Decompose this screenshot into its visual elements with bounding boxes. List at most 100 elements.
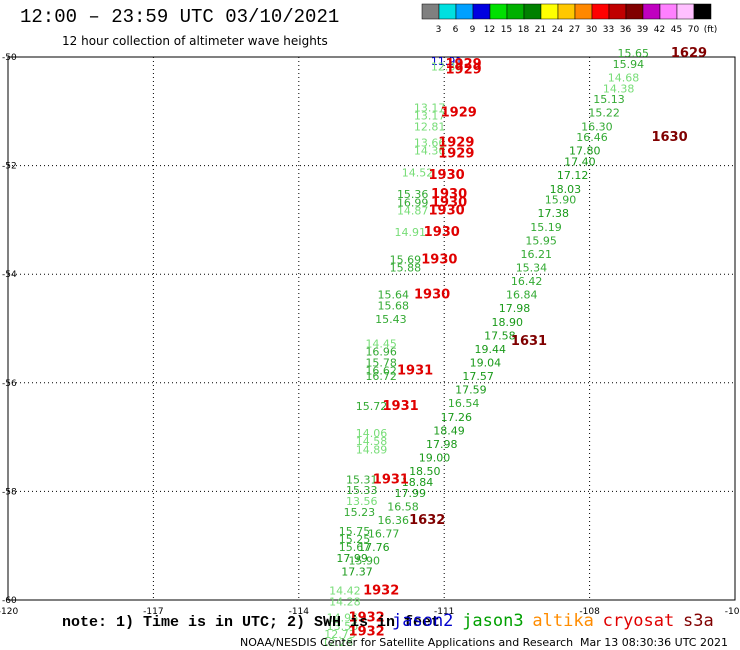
wave-height-point: 17.12 bbox=[557, 169, 589, 182]
colorbar-swatch bbox=[455, 3, 474, 20]
colorbar-label: 36 bbox=[620, 25, 632, 35]
wave-height-point: 15.19 bbox=[530, 221, 562, 234]
wave-height-point: 12.28 bbox=[322, 636, 354, 649]
wave-height-point: 15.34 bbox=[516, 261, 548, 274]
wave-height-point: 13.66 bbox=[414, 137, 446, 150]
colorbar-swatch bbox=[557, 3, 576, 20]
wave-height-point: 15.72 bbox=[356, 400, 388, 413]
wave-height-point: 14.36 bbox=[414, 145, 446, 158]
wave-height-point: 19.44 bbox=[474, 343, 506, 356]
satellite-jason2: jason2 bbox=[392, 611, 453, 631]
y-tick-label: -56 bbox=[2, 379, 17, 389]
pass-time-label: 1932 bbox=[349, 624, 385, 639]
wave-height-point: 18.84 bbox=[402, 476, 434, 489]
satellite-s3a: s3a bbox=[683, 611, 714, 631]
pass-time-label: 1929 bbox=[445, 57, 481, 72]
x-tick-label: -111 bbox=[434, 607, 454, 617]
colorbar-label: 18 bbox=[518, 25, 530, 35]
wave-height-point: 14.38 bbox=[603, 82, 635, 95]
page-subtitle: 12 hour collection of altimeter wave hei… bbox=[62, 34, 328, 48]
wave-height-point: 14.58 bbox=[356, 435, 388, 448]
colorbar-swatch bbox=[642, 3, 661, 20]
colorbar-label: 70 bbox=[688, 25, 700, 35]
y-tick-label: -52 bbox=[2, 162, 17, 172]
wave-height-point: 15.78 bbox=[365, 357, 397, 370]
wave-height-point: 14.68 bbox=[608, 71, 640, 84]
wave-height-point: 15.13 bbox=[593, 93, 625, 106]
satellite-cryosat: cryosat bbox=[603, 611, 675, 631]
wave-height-point: 14.89 bbox=[356, 443, 388, 456]
colorbar-label: 33 bbox=[603, 25, 614, 35]
wave-height-point: 14.28 bbox=[329, 595, 361, 608]
wave-height-point: 15.31 bbox=[346, 473, 378, 486]
pass-time-label: 1930 bbox=[424, 225, 460, 240]
plot-grid bbox=[7, 56, 736, 601]
x-tick-label: -120 bbox=[0, 607, 18, 617]
wave-height-point: 16.96 bbox=[365, 346, 397, 359]
colorbar-label: 9 bbox=[470, 25, 476, 35]
x-tick-label: -114 bbox=[289, 607, 310, 617]
wave-height-point: 17.99 bbox=[395, 487, 427, 500]
pass-time-label: 1930 bbox=[429, 168, 465, 183]
colorbar-swatch bbox=[676, 3, 695, 20]
colorbar-swatch bbox=[625, 3, 644, 20]
wave-height-point: 13.17 bbox=[414, 109, 446, 122]
wave-height-point: 15.69 bbox=[390, 253, 422, 266]
wave-height-point: 15.95 bbox=[525, 234, 557, 247]
wave-height-point: 12.38 bbox=[431, 61, 463, 74]
pass-time-label: 1929 bbox=[445, 62, 481, 77]
footer-timestamp: Mar 13 08:30:36 UTC 2021 bbox=[580, 636, 728, 649]
wave-height-point: 15.67 bbox=[339, 541, 371, 554]
wave-height-point: 17.26 bbox=[441, 411, 473, 424]
wave-height-point: 16.54 bbox=[448, 397, 480, 410]
wave-height-point: 16.77 bbox=[368, 528, 400, 541]
pass-time-label: 1930 bbox=[421, 252, 457, 267]
wave-height-point: 11.91 bbox=[431, 55, 463, 68]
wave-height-point: 15.23 bbox=[344, 506, 376, 519]
satellite-legend: jason2 jason3 altika cryosat s3a bbox=[392, 611, 714, 631]
colorbar-swatch bbox=[574, 3, 593, 20]
wave-height-point: 14.87 bbox=[397, 204, 429, 217]
colorbar-label: 3 bbox=[436, 25, 442, 35]
colorbar-label: 15 bbox=[501, 25, 512, 35]
colorbar-swatch bbox=[438, 3, 457, 20]
colorbar-swatch bbox=[659, 3, 678, 20]
satellite-altika: altika bbox=[532, 611, 593, 631]
wave-height-point: 17.38 bbox=[538, 207, 570, 220]
colorbar-label: 39 bbox=[637, 25, 649, 35]
axis-ticks: -120 -117 -114 -111 -108 -105 -50 -52 -54 -56 -58 -… bbox=[0, 53, 740, 617]
wave-height-point: 14.42 bbox=[329, 585, 361, 598]
plot-frame bbox=[7, 56, 736, 601]
pass-time-label: 1929 bbox=[438, 146, 474, 161]
wave-height-point: 15.65 bbox=[617, 47, 649, 60]
colorbar-swatch bbox=[693, 3, 712, 20]
wave-height-point: 14.52 bbox=[402, 166, 434, 179]
wave-height-point: 17.99 bbox=[336, 552, 368, 565]
wave-height-point: 15.88 bbox=[390, 261, 422, 274]
colorbar-swatch bbox=[472, 3, 491, 20]
colorbar-label: 27 bbox=[569, 25, 580, 35]
wave-height-point: 15.25 bbox=[339, 533, 371, 546]
pass-time-label: 1629 bbox=[671, 46, 707, 61]
wave-height-point: 16.46 bbox=[576, 131, 608, 144]
pass-time-label: 1929 bbox=[438, 136, 474, 151]
colorbar-swatch bbox=[421, 3, 440, 20]
colorbar-swatch bbox=[608, 3, 627, 20]
wave-height-point: 14.45 bbox=[365, 338, 397, 351]
wave-height-point: 14.06 bbox=[356, 427, 388, 440]
colorbar-swatch bbox=[540, 3, 559, 20]
wave-height-point: 18.90 bbox=[491, 316, 523, 329]
pass-time-label: 1630 bbox=[651, 130, 687, 145]
wave-height-point: 17.59 bbox=[455, 384, 487, 397]
wave-height-point: 16.58 bbox=[387, 500, 419, 513]
wave-height-point: 13.17 bbox=[414, 101, 446, 114]
wave-height-point: 15.22 bbox=[588, 107, 620, 120]
wave-height-point: 16.30 bbox=[581, 120, 613, 133]
wave-height-labels: 15.6515.9414.6814.3815.1315.2216.3016.46… bbox=[322, 46, 707, 649]
wave-height-point: 15.43 bbox=[375, 313, 407, 326]
wave-height-point: 17.76 bbox=[358, 541, 390, 554]
wave-height-point: 16.42 bbox=[511, 275, 543, 288]
colorbar-swatch bbox=[506, 3, 525, 20]
pass-time-label: 1930 bbox=[431, 187, 467, 202]
